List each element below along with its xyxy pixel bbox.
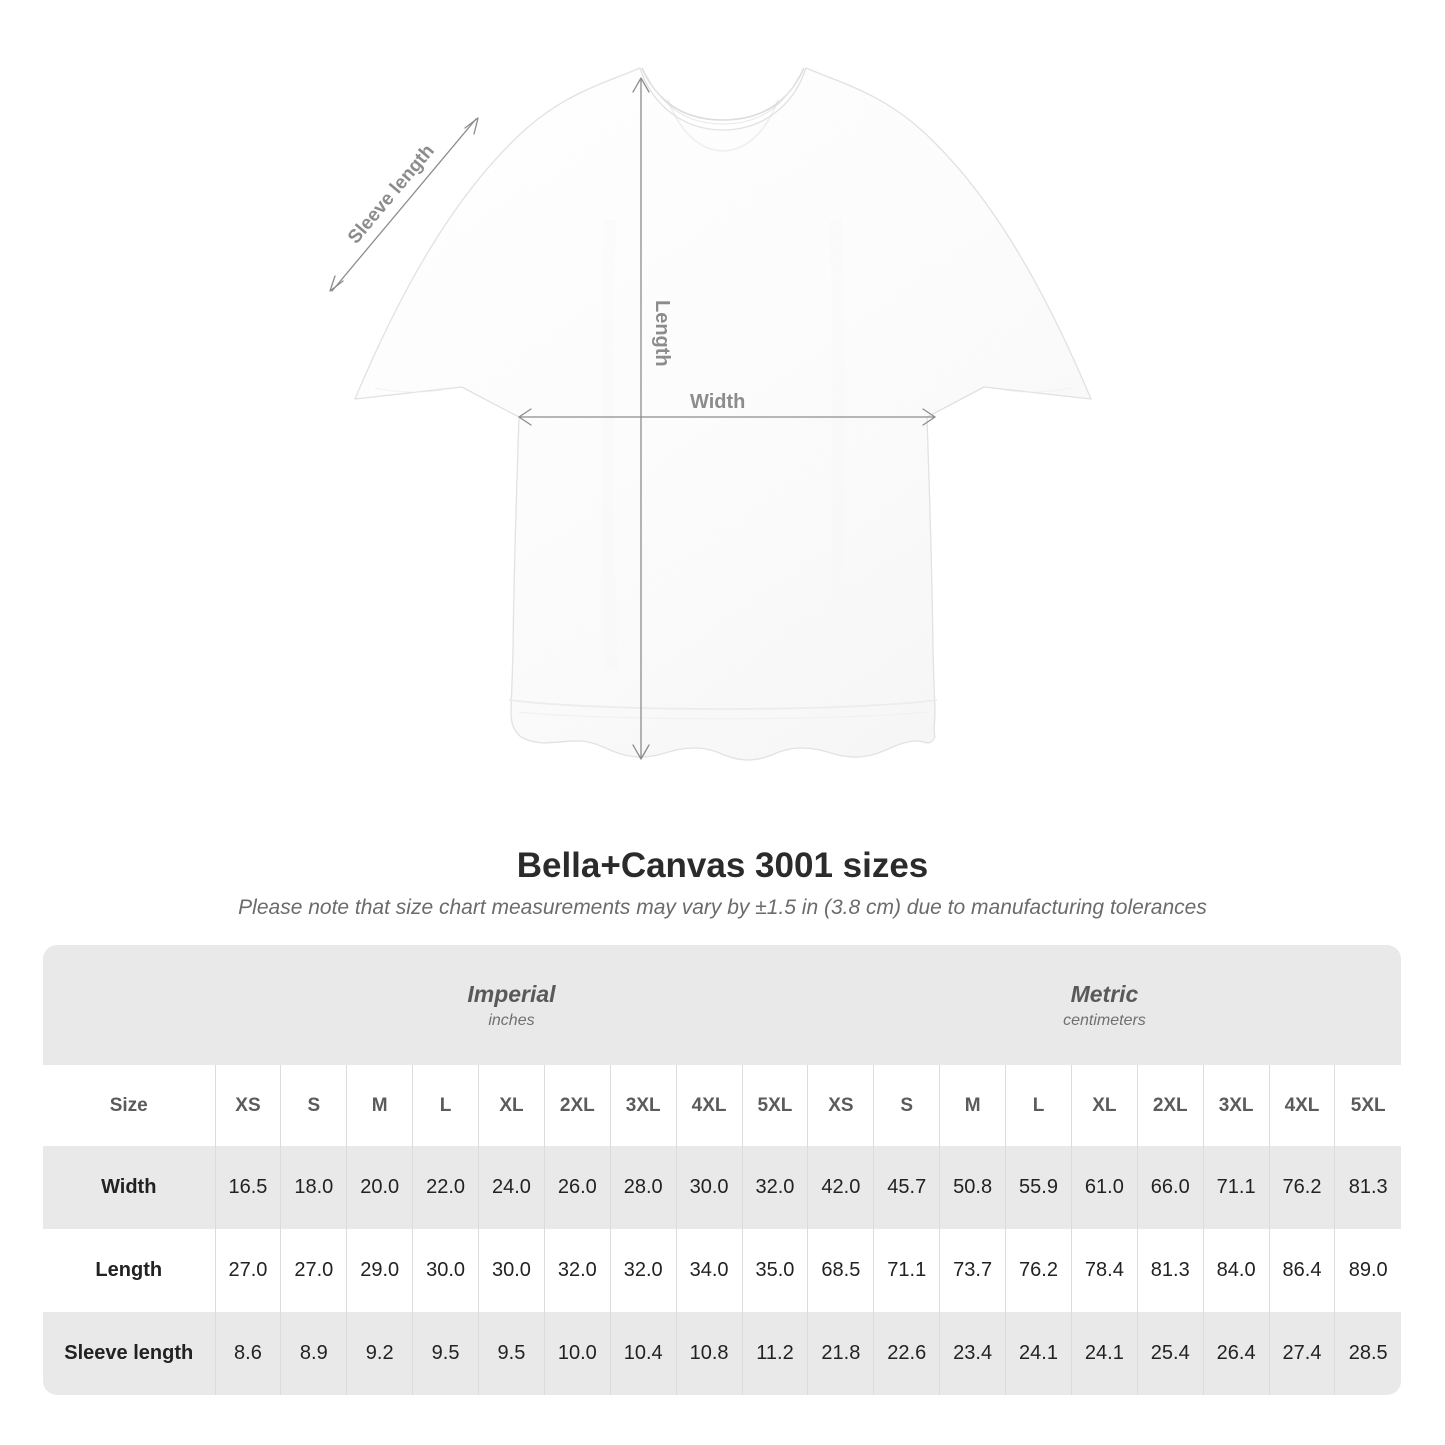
svg-text:Sleeve length: Sleeve length: [344, 141, 439, 248]
svg-text:Length: Length: [651, 300, 673, 367]
svg-text:Width: Width: [690, 391, 745, 413]
